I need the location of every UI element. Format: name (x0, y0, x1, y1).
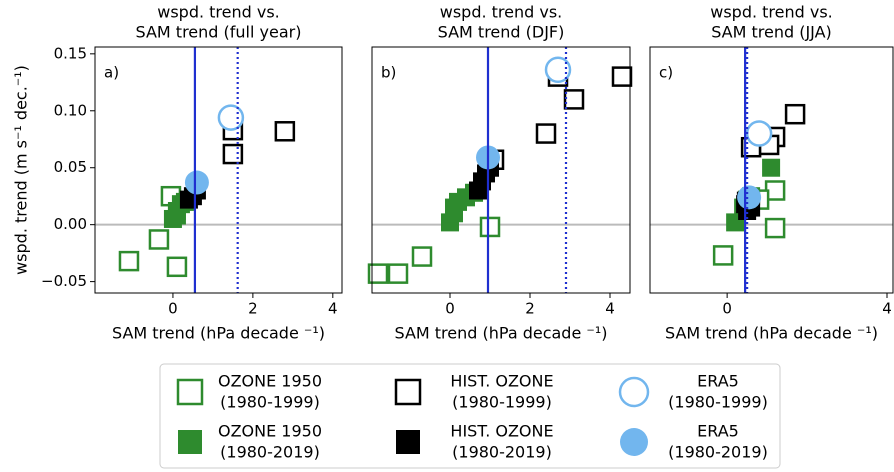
legend-marker (618, 376, 650, 408)
data-point (445, 204, 463, 223)
legend-label: (1980-1999) (668, 393, 768, 412)
x-tick-label: 4 (882, 300, 892, 318)
panel-title: wspd. trend vs. (157, 3, 280, 22)
data-point (118, 250, 140, 272)
legend-marker (178, 430, 202, 454)
legend-marker (394, 378, 422, 406)
legend-label: HIST. OZONE (450, 372, 553, 391)
legend-label: (1980-2019) (220, 443, 320, 462)
panel-title: SAM trend (JJA) (711, 23, 832, 42)
y-tick-label: 0.05 (54, 158, 87, 176)
panel-title: SAM trend (full year) (136, 23, 302, 42)
x-tick-label: 0 (445, 300, 455, 318)
data-point (764, 217, 786, 239)
panel-title: SAM trend (DJF) (438, 23, 565, 42)
legend-label: OZONE 1950 (218, 422, 322, 441)
legend-marker (176, 378, 204, 406)
y-tick-label: 0.10 (54, 101, 87, 119)
x-tick-label: 0 (722, 300, 732, 318)
legend-marker (396, 430, 420, 454)
legend-label: (1980-1999) (452, 393, 552, 412)
legend-label: ERA5 (697, 422, 739, 441)
data-point (411, 246, 433, 267)
data-point (217, 104, 245, 131)
data-point (167, 206, 186, 225)
legend-marker (620, 428, 648, 456)
panel-label: a) (104, 64, 119, 82)
data-point (712, 245, 734, 266)
x-axis-label: SAM trend (hPa decade ⁻¹) (665, 324, 878, 343)
y-axis-label: wspd. trend (m s⁻¹ dec.⁻¹) (12, 65, 31, 275)
data-point (745, 120, 773, 147)
data-point (222, 143, 244, 165)
data-point (563, 89, 585, 110)
x-tick-label: 4 (605, 300, 615, 318)
x-tick-label: 2 (248, 300, 258, 318)
plot-frame (94, 46, 343, 294)
panel-title: wspd. trend vs. (710, 3, 833, 22)
legend-label: HIST. OZONE (450, 422, 553, 441)
y-tick-label: 0.00 (54, 215, 87, 233)
plot-frame (649, 46, 894, 294)
data-point (166, 256, 188, 278)
data-point (737, 185, 762, 210)
data-point (148, 229, 170, 250)
plot-frame (371, 46, 631, 294)
x-tick-label: 4 (328, 300, 338, 318)
panel-title: wspd. trend vs. (440, 3, 563, 22)
y-tick-label: −0.05 (41, 272, 87, 290)
legend-label: (1980-2019) (452, 443, 552, 462)
legend-label: (1980-2019) (668, 443, 768, 462)
data-point (179, 190, 198, 209)
data-point (784, 103, 806, 125)
data-point (184, 170, 209, 195)
y-tick-label: 0.15 (54, 44, 87, 62)
legend-label: ERA5 (697, 372, 739, 391)
data-point (544, 56, 572, 84)
x-axis-label: SAM trend (hPa decade ⁻¹) (112, 324, 325, 343)
x-tick-label: 2 (525, 300, 535, 318)
data-point (611, 66, 633, 87)
x-axis-label: SAM trend (hPa decade ⁻¹) (394, 324, 607, 343)
panel-label: b) (381, 64, 396, 82)
data-point (479, 216, 501, 238)
data-point (535, 123, 557, 144)
x-tick-label: 0 (168, 300, 178, 318)
legend-label: (1980-1999) (220, 393, 320, 412)
data-point (274, 121, 296, 142)
data-point (469, 181, 487, 200)
panel-label: c) (659, 64, 673, 82)
data-point (387, 263, 409, 284)
data-point (367, 263, 389, 284)
data-point (762, 158, 781, 177)
legend-label: OZONE 1950 (218, 372, 322, 391)
